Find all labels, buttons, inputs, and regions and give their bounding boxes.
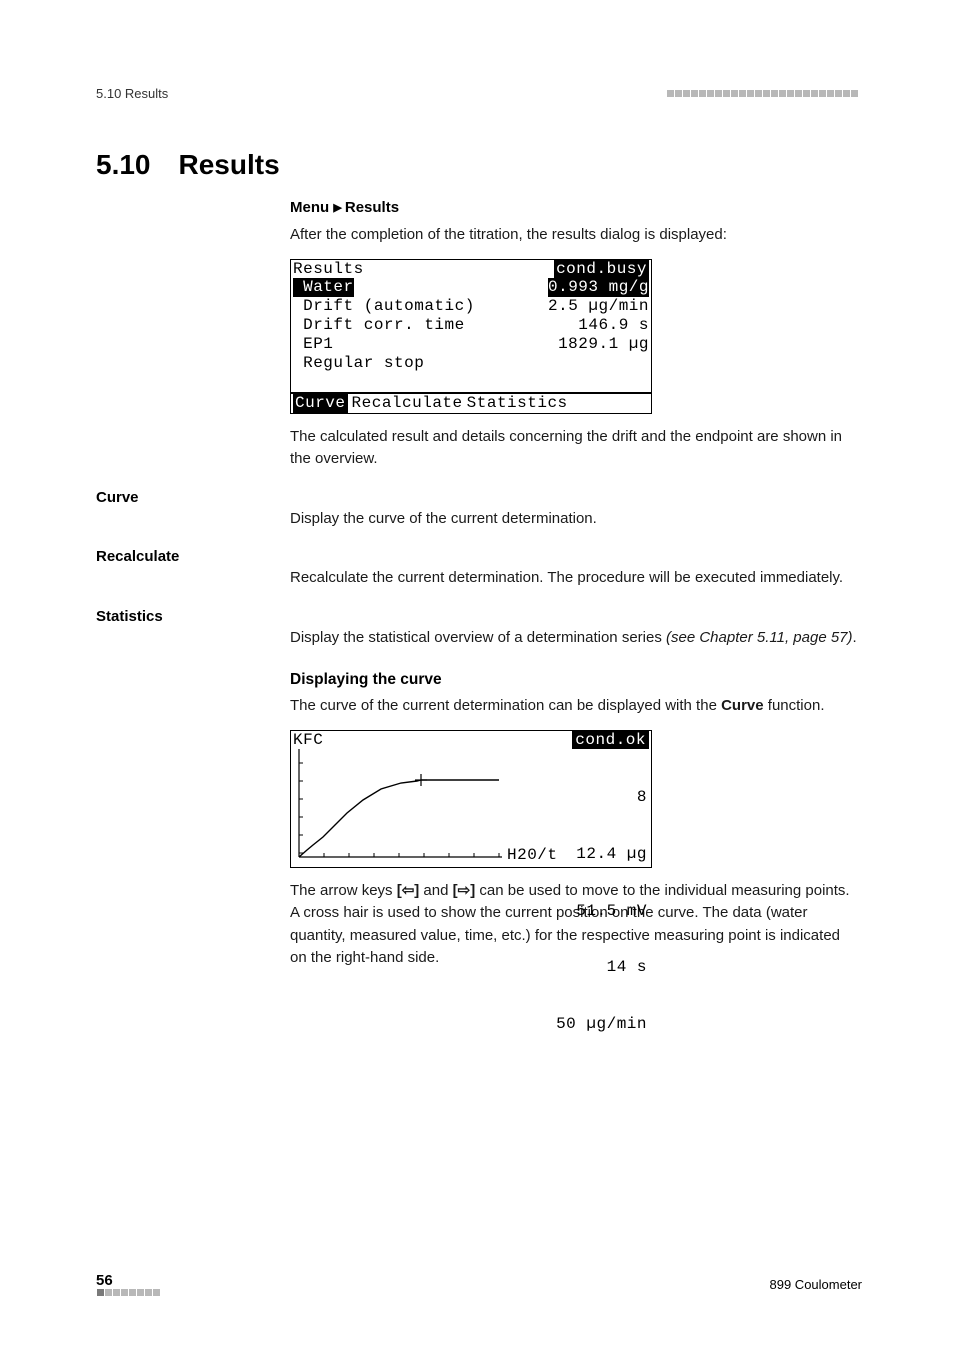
disp-curve-c: function. <box>764 697 825 714</box>
curve-lcd-values: 8 12.4 µg 51.5 mV 14 s 50 µg/min <box>556 751 647 1072</box>
footer-product: 899 Coulometer <box>770 1277 863 1292</box>
curve-lcd-xaxis: H20/t <box>507 846 558 865</box>
stats-desc: Display the statistical overview of a de… <box>290 627 858 650</box>
lcd-row4-label: EP1 <box>293 335 333 354</box>
curve-v5: 50 µg/min <box>556 1015 647 1034</box>
stats-desc-b: (see Chapter 5.11, page 57) <box>666 629 853 646</box>
menu-path-b: Results <box>345 199 399 216</box>
curve-desc: Display the curve of the current determi… <box>290 508 858 531</box>
results-lcd: Results cond.busy Water 0.993 mg/g Drift… <box>290 259 652 414</box>
stats-desc-a: Display the statistical overview of a de… <box>290 629 666 646</box>
lcd-row3-value: 146.9 s <box>578 316 649 335</box>
curve-v2: 12.4 µg <box>556 845 647 864</box>
lcd-menu-recalc: Recalculate <box>352 394 463 413</box>
lcd-title: Results <box>293 260 364 279</box>
lcd-status: cond.busy <box>554 260 649 279</box>
displaying-curve-heading: Displaying the curve <box>290 671 858 689</box>
section-number: 5.10 <box>96 149 151 181</box>
curve-lcd: KFC cond.ok 8 12.4 µg 51.5 mV 14 s 50 µg… <box>290 730 652 868</box>
lcd-row4-value: 1829.1 µg <box>558 335 649 354</box>
triangle-icon: ▶ <box>333 202 345 214</box>
lcd-menu-curve: Curve <box>293 394 348 413</box>
arrow-d: [⇨] <box>453 882 476 899</box>
displaying-curve-body: The curve of the current determination c… <box>290 695 858 718</box>
header-ornament <box>666 90 858 97</box>
recalc-label: Recalculate <box>96 548 858 565</box>
page-number: 56 <box>96 1272 113 1289</box>
curve-chart <box>289 745 504 865</box>
arrow-c: and <box>419 882 452 899</box>
lcd-row1-label: Water <box>293 278 354 297</box>
footer-left: 56 <box>96 1272 160 1296</box>
header-section-ref: 5.10 Results <box>96 86 168 101</box>
overview-text: The calculated result and details concer… <box>290 426 858 471</box>
recalc-desc: Recalculate the current determination. T… <box>290 567 858 590</box>
curve-v1: 8 <box>556 788 647 807</box>
arrow-a: The arrow keys <box>290 882 397 899</box>
curve-label: Curve <box>96 489 858 506</box>
stats-label: Statistics <box>96 608 858 625</box>
footer-ornament <box>96 1289 160 1296</box>
curve-v3: 51.5 mV <box>556 902 647 921</box>
menu-path-a: Menu <box>290 199 329 216</box>
disp-curve-a: The curve of the current determination c… <box>290 697 721 714</box>
disp-curve-b: Curve <box>721 697 764 714</box>
curve-v4: 14 s <box>556 958 647 977</box>
arrow-b: [⇦] <box>397 882 420 899</box>
curve-lcd-status: cond.ok <box>572 731 649 750</box>
stats-desc-c: . <box>853 629 857 646</box>
lcd-row3-label: Drift corr. time <box>293 316 465 335</box>
menu-path: Menu ▶ Results <box>290 199 858 216</box>
lcd-row5-label: Regular stop <box>293 354 424 373</box>
section-title: Results <box>179 149 280 181</box>
lcd-row1-value: 0.993 mg/g <box>548 278 649 297</box>
intro-text: After the completion of the titration, t… <box>290 224 858 247</box>
lcd-row2-label: Drift (automatic) <box>293 297 475 316</box>
lcd-menu-stats: Statistics <box>467 394 568 413</box>
lcd-row2-value: 2.5 µg/min <box>548 297 649 316</box>
